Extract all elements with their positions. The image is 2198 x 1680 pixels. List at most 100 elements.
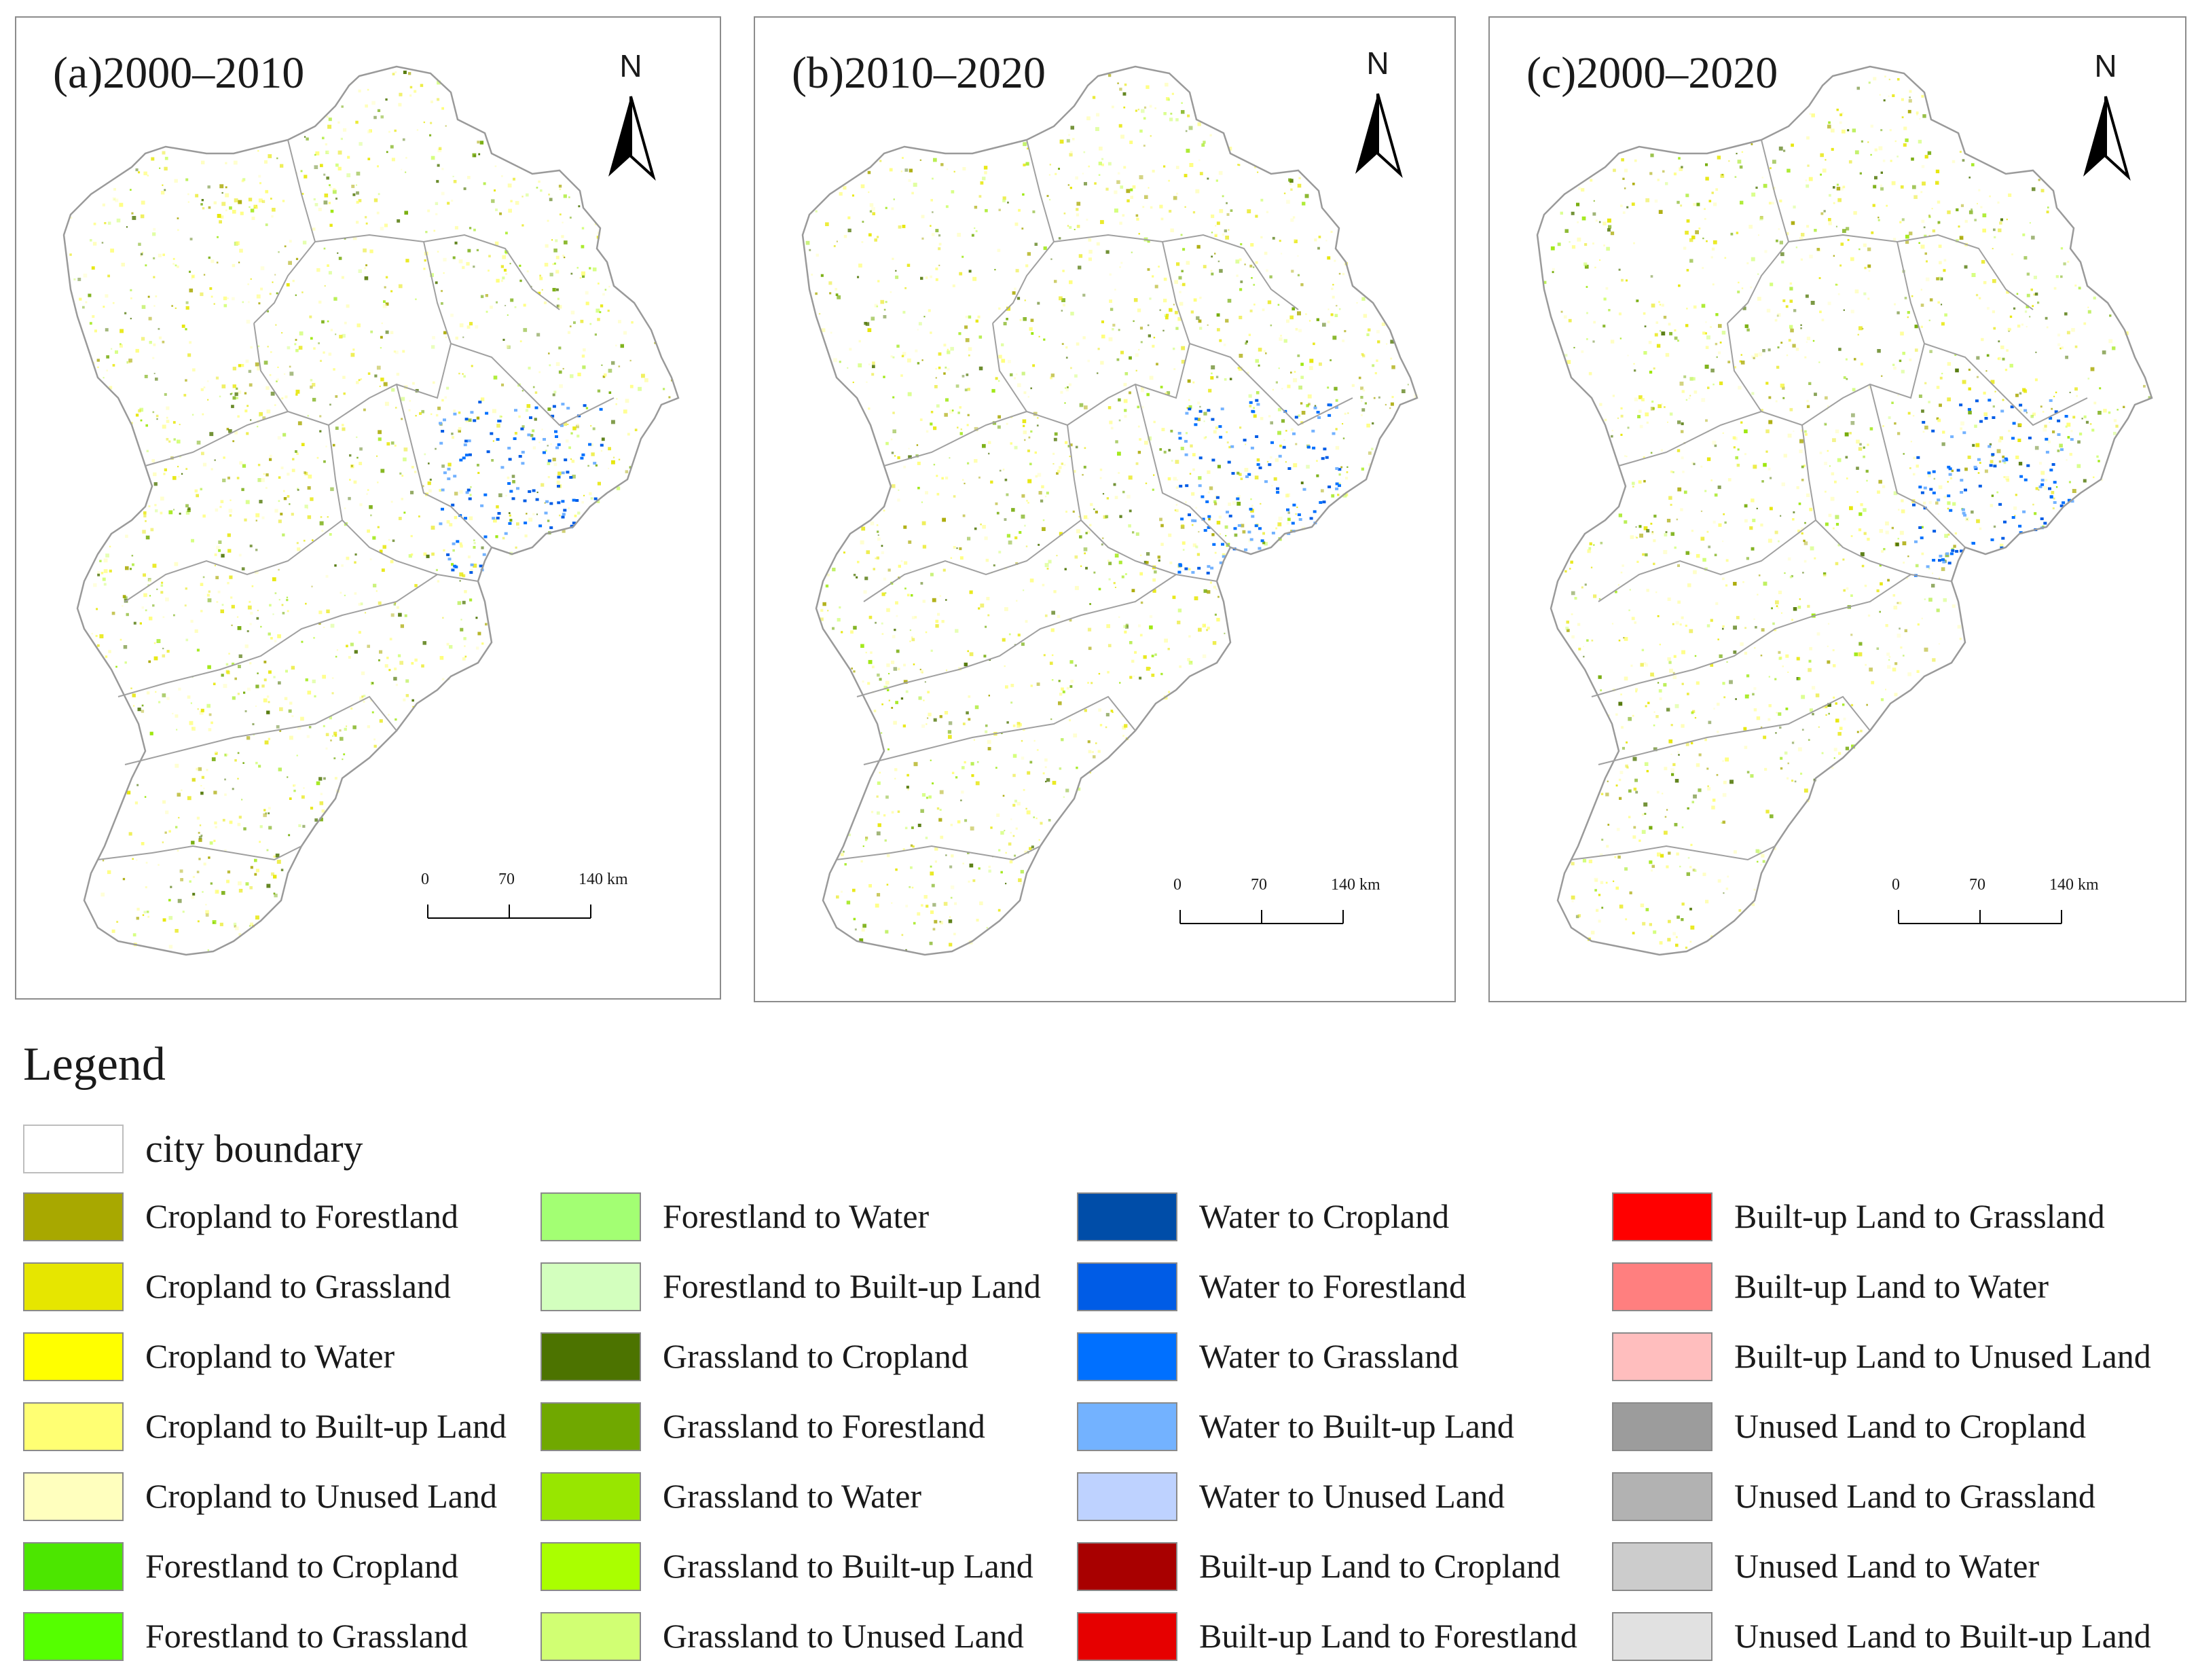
land-change-pixel <box>978 195 982 198</box>
land-change-pixel <box>1063 464 1066 467</box>
land-change-pixel <box>346 304 350 308</box>
land-change-pixel <box>877 893 881 897</box>
land-change-pixel <box>1586 312 1588 314</box>
water-change-pixel <box>1319 501 1323 504</box>
land-change-pixel <box>1932 229 1936 233</box>
land-change-pixel <box>1552 268 1555 271</box>
land-change-pixel <box>297 547 301 551</box>
land-change-pixel <box>513 177 515 181</box>
land-change-pixel <box>2052 507 2055 510</box>
land-change-pixel <box>253 204 257 208</box>
land-change-pixel <box>1061 687 1064 691</box>
land-change-pixel <box>1689 395 1691 397</box>
land-change-pixel <box>1099 477 1102 479</box>
land-change-pixel <box>238 261 240 263</box>
land-change-pixel <box>1776 605 1778 607</box>
land-change-pixel <box>196 494 199 498</box>
land-change-pixel <box>1959 151 1962 153</box>
land-change-pixel <box>227 533 231 537</box>
land-change-pixel <box>1620 433 1623 436</box>
land-change-pixel <box>953 546 956 549</box>
land-change-pixel <box>401 498 403 500</box>
land-change-pixel <box>105 328 109 332</box>
land-change-pixel <box>1836 284 1839 286</box>
land-change-pixel <box>1262 541 1266 545</box>
land-change-pixel <box>1051 610 1055 615</box>
land-change-pixel <box>278 519 282 524</box>
land-change-pixel <box>1368 328 1371 332</box>
land-change-pixel <box>1668 496 1672 500</box>
land-change-pixel <box>623 331 627 335</box>
land-change-pixel <box>1677 449 1681 452</box>
land-change-pixel <box>1034 451 1037 454</box>
land-change-pixel <box>1830 496 1835 501</box>
land-change-pixel <box>146 911 149 913</box>
land-change-pixel <box>1845 746 1849 750</box>
land-change-pixel <box>97 366 99 368</box>
land-change-pixel <box>2026 305 2029 308</box>
land-change-pixel <box>634 428 638 431</box>
land-change-pixel <box>1778 651 1781 654</box>
land-change-pixel <box>130 297 132 299</box>
land-change-pixel <box>1828 712 1830 715</box>
land-change-pixel <box>1177 479 1179 481</box>
land-change-pixel <box>1673 172 1677 176</box>
land-change-pixel <box>1691 462 1695 465</box>
land-change-pixel <box>1095 742 1097 744</box>
land-change-pixel <box>1643 312 1646 315</box>
land-change-pixel <box>1322 323 1326 327</box>
land-change-pixel <box>1939 376 1943 380</box>
land-change-pixel <box>1624 676 1628 681</box>
land-change-pixel <box>1905 240 1909 244</box>
water-change-pixel <box>2053 501 2057 504</box>
land-change-pixel <box>631 321 634 324</box>
water-change-pixel <box>2070 438 2074 441</box>
land-change-pixel <box>1858 652 1863 657</box>
land-change-pixel <box>1810 301 1815 305</box>
water-change-pixel <box>561 500 565 503</box>
water-change-pixel <box>1998 503 2002 506</box>
land-change-pixel <box>1901 499 1904 503</box>
land-change-pixel <box>1257 171 1259 173</box>
water-change-pixel <box>545 500 549 503</box>
land-change-pixel <box>1390 340 1394 344</box>
land-change-pixel <box>1944 534 1948 538</box>
land-change-pixel <box>581 354 585 358</box>
land-change-pixel <box>269 293 272 295</box>
land-change-pixel <box>468 418 472 422</box>
legend-swatch <box>23 1192 124 1241</box>
land-change-pixel <box>1722 541 1724 543</box>
land-change-pixel <box>2008 430 2011 433</box>
land-change-pixel <box>397 654 401 657</box>
land-change-pixel <box>965 338 970 342</box>
land-change-pixel <box>1182 282 1186 287</box>
land-change-pixel <box>280 164 284 168</box>
land-change-pixel <box>1863 455 1865 458</box>
land-change-pixel <box>997 909 1001 912</box>
land-change-pixel <box>1903 126 1907 130</box>
land-change-pixel <box>149 617 153 621</box>
land-change-pixel <box>1972 443 1975 447</box>
land-change-pixel <box>1005 685 1008 689</box>
land-change-pixel <box>615 403 617 405</box>
water-change-pixel <box>2028 437 2032 439</box>
land-change-pixel <box>1253 304 1256 306</box>
land-change-pixel <box>1837 543 1841 547</box>
land-change-pixel <box>948 721 953 725</box>
legend-label: Cropland to Grassland <box>145 1267 451 1305</box>
land-change-pixel <box>939 921 942 923</box>
city-boundary-line <box>1788 234 2034 310</box>
land-change-pixel <box>1694 655 1697 657</box>
land-change-pixel <box>1216 221 1220 225</box>
land-change-pixel <box>1744 324 1748 329</box>
land-change-pixel <box>982 177 986 181</box>
land-change-pixel <box>1903 655 1905 657</box>
land-change-pixel <box>911 594 913 597</box>
land-change-pixel <box>477 464 479 467</box>
land-change-pixel <box>1147 324 1150 327</box>
water-change-pixel <box>1197 566 1201 570</box>
land-change-pixel <box>1762 349 1765 352</box>
land-change-pixel <box>597 389 601 392</box>
land-change-pixel <box>288 709 292 713</box>
land-change-pixel <box>825 222 829 226</box>
